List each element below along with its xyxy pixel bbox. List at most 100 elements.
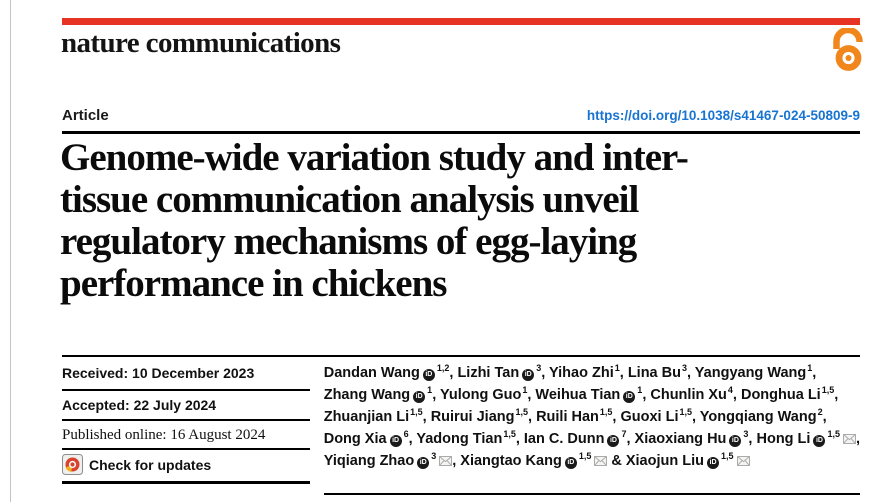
title-rule xyxy=(62,131,860,134)
author-separator: , xyxy=(432,387,440,403)
orcid-id-icon[interactable]: iD xyxy=(413,391,426,403)
author-separator: , xyxy=(515,431,524,447)
history-and-authors: Received: 10 December 2023 Accepted: 22 … xyxy=(62,355,860,495)
author-name: Yihao Zhi xyxy=(549,365,614,381)
journal-brand-bar xyxy=(62,18,860,25)
author-line-4: Dong Xia iD6, Yadong Tian1,5, Ian C. Dunn… xyxy=(324,428,860,450)
author-name: Weihua Tian xyxy=(535,387,621,403)
affiliation-superscript: 1,5 xyxy=(599,407,613,418)
author: Donghua Li1,5, xyxy=(740,386,838,403)
author-name: Yongqiang Wang xyxy=(699,409,817,425)
author-separator: , xyxy=(449,365,458,381)
envelope-icon[interactable] xyxy=(439,450,453,472)
author: Yiqiang Zhao iD3, xyxy=(323,450,461,472)
author: Zhang Wang iD1, xyxy=(323,386,440,403)
affiliation-superscript: 1 xyxy=(614,363,620,374)
author: Yulong Guo1, xyxy=(440,385,535,403)
envelope-icon[interactable] xyxy=(842,428,856,450)
check-for-updates-label: Check for updates xyxy=(89,456,212,473)
author: Lina Bu3, xyxy=(628,363,695,381)
author: Xiaoxiang Hu iD3, xyxy=(635,429,757,447)
author-separator: , xyxy=(528,409,537,425)
orcid-id-icon[interactable]: iD xyxy=(813,435,826,447)
accepted-date: Accepted: 22 July 2024 xyxy=(62,391,310,421)
author-name: Yiqiang Zhao xyxy=(323,453,415,469)
author: Dong Xia iD6, xyxy=(323,429,417,447)
orcid-id-icon[interactable]: iD xyxy=(623,391,636,403)
affiliation-superscript: 4 xyxy=(727,385,733,396)
orcid-id-icon[interactable]: iD xyxy=(564,457,577,469)
author-name: Dong Xia xyxy=(323,431,387,447)
affiliation-superscript: 1,5 xyxy=(827,429,840,440)
author-separator: , xyxy=(452,453,461,469)
author: Yongqiang Wang2, xyxy=(699,407,827,425)
author-line-2: Zhang Wang iD1, Yulong Guo1, Weihua Tian i… xyxy=(324,384,860,406)
author: Yadong Tian1,5, xyxy=(416,429,524,447)
title-line-3: regulatory mechanisms of egg-laying xyxy=(60,220,637,263)
orcid-id-icon[interactable]: iD xyxy=(422,369,435,381)
author-name: Ruirui Jiang xyxy=(430,409,515,425)
affiliation-superscript: 1 xyxy=(637,385,643,396)
affiliation-superscript: 3 xyxy=(681,363,687,374)
author-name: Zhang Wang xyxy=(323,387,411,403)
author-name: Yangyang Wang xyxy=(694,365,807,381)
author-separator: , xyxy=(408,431,417,447)
author-list: Dandan Wang iD1,2, Lizhi Tan iD3, Yihao Zh… xyxy=(323,357,860,495)
affiliation-superscript: 1 xyxy=(522,385,528,396)
check-for-updates[interactable]: Check for updates xyxy=(62,450,310,484)
author-separator: , xyxy=(626,431,635,447)
author: Ruili Han1,5, xyxy=(536,407,620,425)
orcid-id-icon[interactable]: iD xyxy=(522,369,535,381)
affiliation-superscript: 1,5 xyxy=(410,407,423,418)
crossmark-icon[interactable] xyxy=(62,454,83,475)
affiliation-superscript: 1,5 xyxy=(679,407,692,418)
author-separator: & xyxy=(607,453,626,469)
author: Yangyang Wang1, xyxy=(694,364,817,381)
author-separator: , xyxy=(812,365,817,381)
page-content: nature communications Article https://do… xyxy=(60,0,863,502)
orcid-id-icon[interactable]: iD xyxy=(707,457,719,469)
journal-logo: nature communications xyxy=(61,27,341,59)
affiliation-superscript: 3 xyxy=(536,363,542,374)
affiliation-superscript: 1,5 xyxy=(503,429,516,440)
author: Xiaojun Liu iD1,5 xyxy=(625,450,750,472)
author-separator: , xyxy=(748,431,757,447)
author: Yihao Zhi1, xyxy=(549,363,628,381)
author-line-3: Zhuanjian Li1,5, Ruirui Jiang1,5, Ruili … xyxy=(324,406,860,428)
author-line-1: Dandan Wang iD1,2, Lizhi Tan iD3, Yihao Zh… xyxy=(324,362,860,384)
published-date: Published online: 16 August 2024 xyxy=(62,421,310,450)
author-name: Guoxi Li xyxy=(620,409,679,425)
received-date: Received: 10 December 2023 xyxy=(62,357,310,391)
envelope-icon[interactable] xyxy=(736,450,750,472)
author: Ian C. Dunn iD7, xyxy=(523,430,635,447)
author: Hong Li iD1,5, xyxy=(756,428,860,450)
author-name: Xiangtao Kang xyxy=(460,453,562,469)
orcid-id-icon[interactable]: iD xyxy=(417,457,430,469)
affiliation-superscript: 2 xyxy=(817,407,823,418)
author-separator: , xyxy=(619,365,628,381)
author-name: Dandan Wang xyxy=(323,365,420,381)
affiliation-superscript: 6 xyxy=(403,429,409,440)
orcid-id-icon[interactable]: iD xyxy=(607,435,620,447)
author: Guoxi Li1,5, xyxy=(620,407,699,425)
envelope-icon[interactable] xyxy=(594,450,608,472)
author-separator: , xyxy=(687,365,695,381)
doi-link[interactable]: https://doi.org/10.1038/s41467-024-50809… xyxy=(586,108,860,123)
author-separator: , xyxy=(541,365,550,381)
author: Dandan Wang iD1,2, xyxy=(323,364,458,381)
orcid-id-icon[interactable]: iD xyxy=(389,435,402,447)
author-separator: , xyxy=(642,387,651,403)
affiliation-superscript: 3 xyxy=(743,429,749,440)
author-name: Yadong Tian xyxy=(416,431,503,447)
author-name: Ian C. Dunn xyxy=(523,431,605,447)
author-separator: , xyxy=(422,409,431,425)
title-line-2: tissue communication analysis unveil xyxy=(60,178,639,221)
orcid-id-icon[interactable]: iD xyxy=(729,435,742,447)
author: Ruirui Jiang1,5, xyxy=(430,408,537,425)
author-separator: , xyxy=(855,431,860,447)
author-name: Xiaojun Liu xyxy=(625,453,704,469)
author-name: Donghua Li xyxy=(740,387,821,403)
article-type-label: Article xyxy=(62,107,109,124)
affiliation-superscript: 1,5 xyxy=(578,451,592,462)
